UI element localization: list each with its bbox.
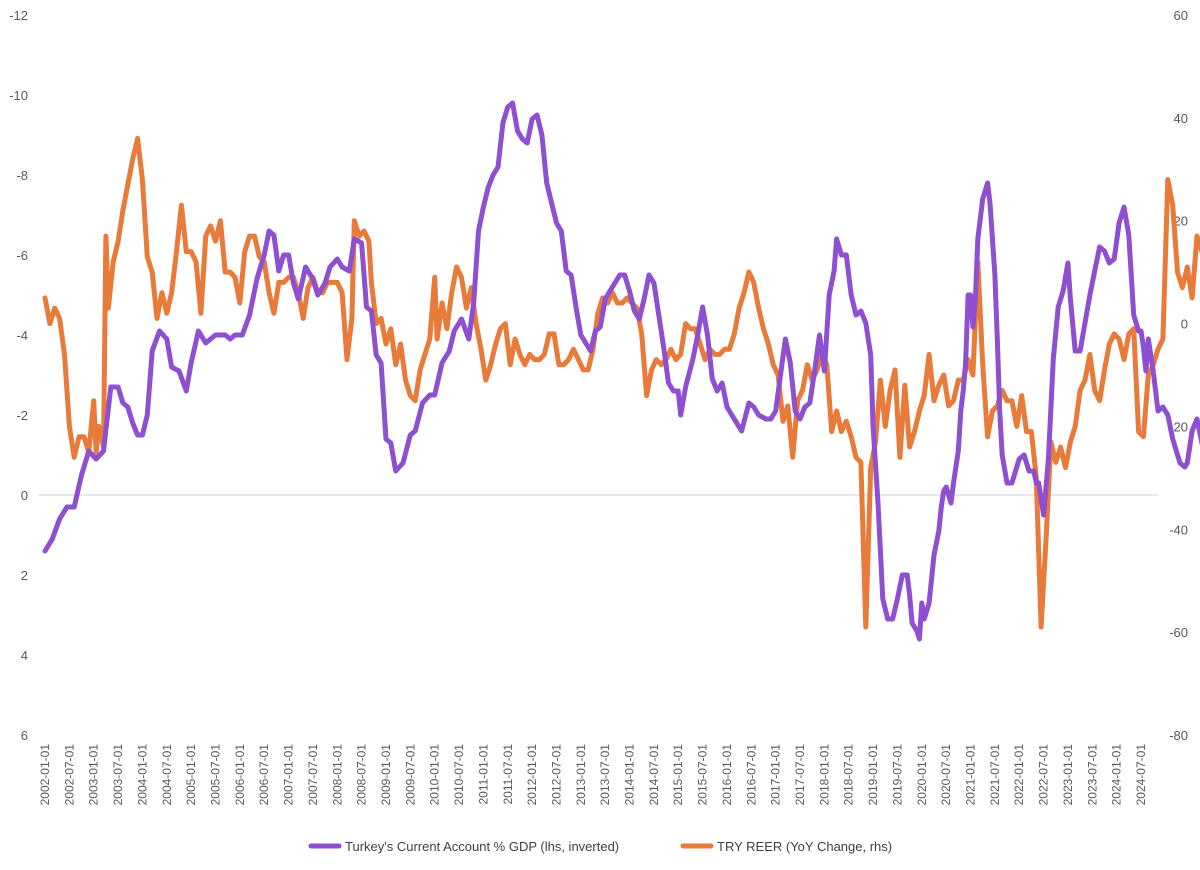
x-tick-label: 2017-07-01 [793, 744, 807, 806]
left-tick-label: -2 [16, 408, 28, 423]
x-tick-label: 2019-07-01 [890, 744, 904, 806]
x-tick-label: 2020-07-01 [939, 744, 953, 806]
x-tick-label: 2004-07-01 [160, 744, 174, 806]
x-tick-label: 2016-07-01 [744, 744, 758, 806]
x-tick-label: 2012-01-01 [525, 744, 539, 806]
x-tick-label: 2020-01-01 [915, 744, 929, 806]
x-tick-label: 2002-07-01 [62, 744, 76, 806]
x-tick-label: 2023-07-01 [1085, 744, 1099, 806]
x-tick-label: 2014-07-01 [647, 744, 661, 806]
right-tick-label: -40 [1169, 522, 1188, 537]
x-tick-label: 2014-01-01 [623, 744, 637, 806]
x-tick-label: 2013-07-01 [598, 744, 612, 806]
legend: Turkey's Current Account % GDP (lhs, inv… [308, 839, 892, 854]
x-tick-label: 2008-01-01 [330, 744, 344, 806]
x-tick-label: 2009-01-01 [379, 744, 393, 806]
x-tick-label: 2024-01-01 [1110, 744, 1124, 806]
series-line-reer [42, 135, 1200, 630]
x-tick-label: 2010-01-01 [428, 744, 442, 806]
x-tick-label: 2024-07-01 [1134, 744, 1148, 806]
right-tick-label: -20 [1169, 419, 1188, 434]
x-tick-label: 2007-07-01 [306, 744, 320, 806]
x-tick-label: 2008-07-01 [355, 744, 369, 806]
left-tick-label: 0 [21, 488, 28, 503]
left-tick-label: 4 [21, 648, 28, 663]
x-axis-ticks: 2002-01-01 2002-07-01 2003-01-01 2003-07-01… [38, 744, 1148, 806]
x-tick-label: 2003-01-01 [87, 744, 101, 806]
right-tick-label: 40 [1174, 111, 1188, 126]
right-tick-label: 0 [1181, 317, 1188, 332]
x-tick-label: 2022-01-01 [1012, 744, 1026, 806]
x-tick-label: 2017-01-01 [769, 744, 783, 806]
x-tick-label: 2023-01-01 [1061, 744, 1075, 806]
series-line-current-account [42, 100, 1200, 642]
right-tick-label: -80 [1169, 728, 1188, 743]
series-lines [42, 100, 1200, 642]
x-tick-label: 2006-01-01 [233, 744, 247, 806]
left-tick-label: -8 [16, 168, 28, 183]
x-tick-label: 2022-07-01 [1037, 744, 1051, 806]
right-tick-label: 60 [1174, 8, 1188, 23]
x-tick-label: 2013-01-01 [574, 744, 588, 806]
left-tick-label: 2 [21, 568, 28, 583]
x-tick-label: 2002-01-01 [38, 744, 52, 806]
right-tick-label: 20 [1174, 214, 1188, 229]
x-tick-label: 2011-01-01 [476, 744, 490, 805]
legend-label-current-account: Turkey's Current Account % GDP (lhs, inv… [345, 839, 619, 854]
legend-label-reer: TRY REER (YoY Change, rhs) [717, 839, 892, 854]
x-tick-label: 2006-07-01 [257, 744, 271, 806]
x-tick-label: 2012-07-01 [549, 744, 563, 806]
x-tick-label: 2015-01-01 [671, 744, 685, 806]
x-tick-label: 2021-01-01 [964, 744, 978, 806]
left-tick-label: -4 [16, 328, 28, 343]
x-tick-label: 2010-07-01 [452, 744, 466, 806]
x-tick-label: 2011-07-01 [501, 744, 515, 805]
x-tick-label: 2021-07-01 [988, 744, 1002, 806]
left-tick-label: -12 [9, 8, 28, 23]
x-tick-label: 2018-07-01 [842, 744, 856, 806]
left-tick-label: -6 [16, 248, 28, 263]
right-tick-label: -60 [1169, 625, 1188, 640]
left-tick-label: 6 [21, 728, 28, 743]
x-tick-label: 2004-01-01 [135, 744, 149, 806]
x-tick-label: 2016-01-01 [720, 744, 734, 806]
x-tick-label: 2019-01-01 [866, 744, 880, 806]
x-tick-label: 2009-07-01 [403, 744, 417, 806]
x-tick-label: 2005-01-01 [184, 744, 198, 806]
left-axis-ticks: -12 -10 -8 -6 -4 -2 0 2 4 6 [9, 8, 28, 743]
left-tick-label: -10 [9, 88, 28, 103]
x-tick-label: 2018-01-01 [817, 744, 831, 806]
x-tick-label: 2007-01-01 [282, 744, 296, 806]
right-axis-ticks: 60 40 20 0 -20 -40 -60 -80 [1169, 8, 1188, 743]
x-tick-label: 2015-07-01 [696, 744, 710, 806]
x-tick-label: 2003-07-01 [111, 744, 125, 806]
x-tick-label: 2005-07-01 [208, 744, 222, 806]
